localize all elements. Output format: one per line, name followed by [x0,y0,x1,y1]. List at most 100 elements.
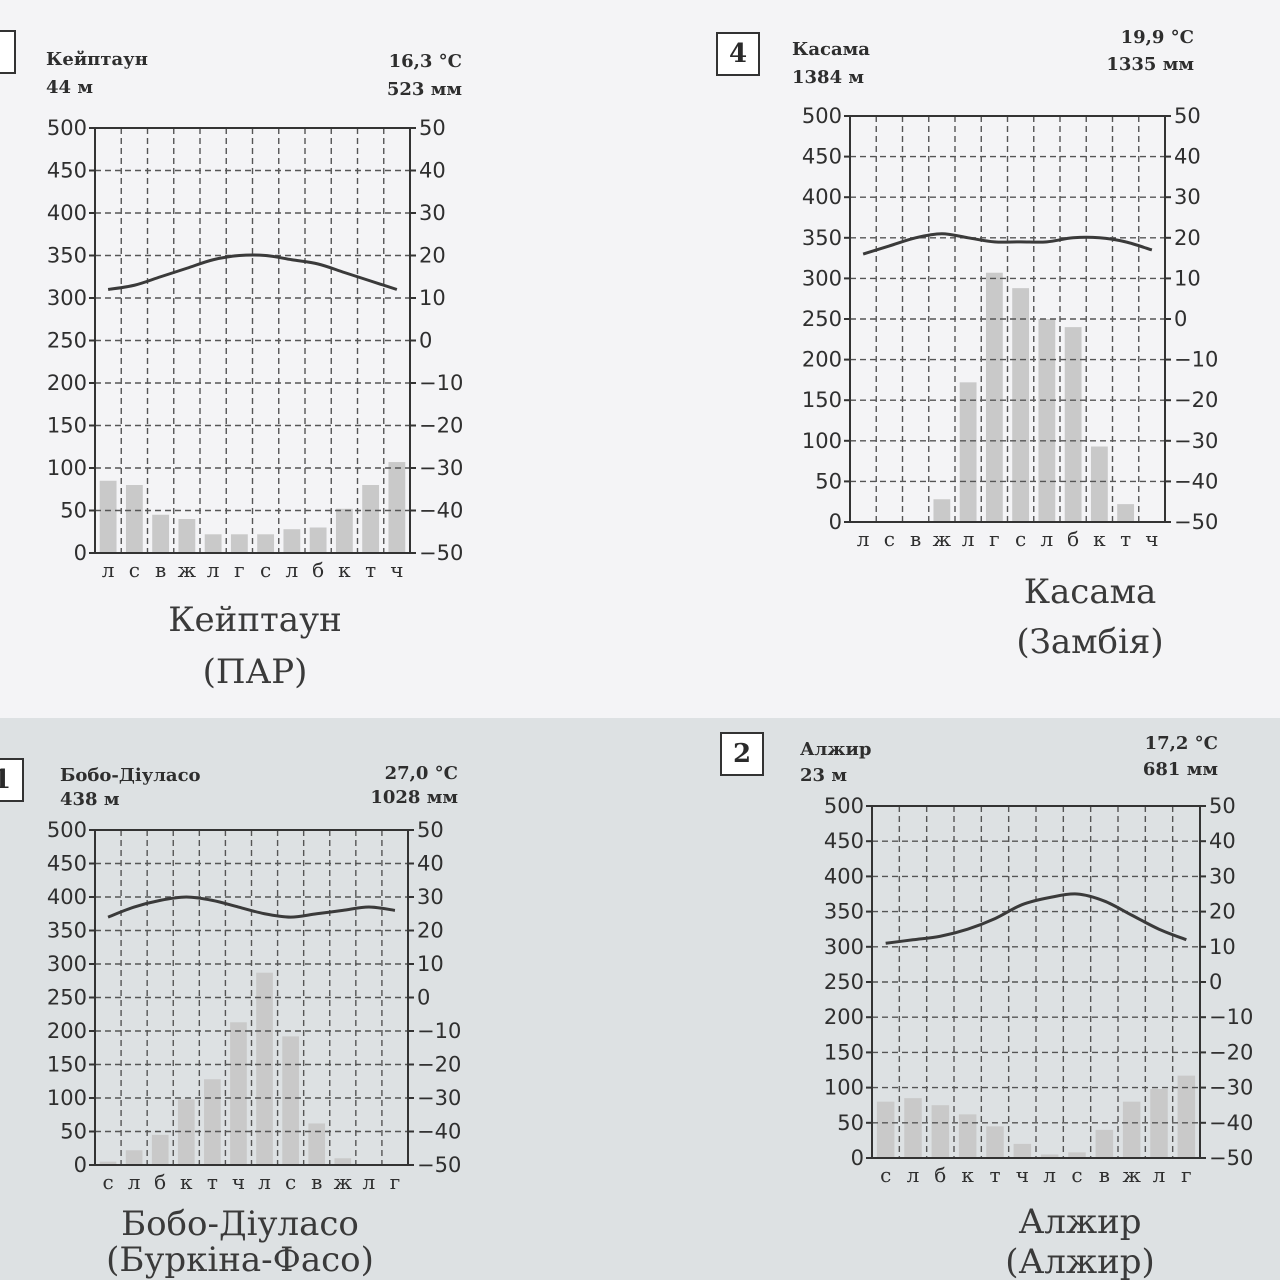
temp-tick-label: 40 [1209,829,1236,853]
mean-temperature: 17,2 °C [1144,733,1218,754]
precip-tick-label: 150 [47,1053,87,1077]
month-label: л [207,558,220,582]
precip-bar [152,514,170,553]
precip-tick-label: 450 [47,159,87,183]
month-label: г [234,558,244,582]
precip-bar [1177,1075,1196,1158]
month-label: ч [232,1170,245,1194]
precip-bar [1012,288,1030,522]
caption-country: (Замбія) [1016,622,1164,662]
month-label: б [1067,527,1079,551]
temp-tick-label: −10 [1209,1005,1253,1029]
month-label: л [1041,527,1054,551]
temp-tick-label: 20 [419,244,446,268]
month-label: л [363,1170,376,1194]
station-elevation: 23 м [800,765,847,786]
temp-tick-label: 50 [417,818,444,842]
month-label: с [260,558,271,582]
precip-tick-label: 500 [802,104,842,128]
month-label: л [857,527,870,551]
temperature-axis: −50 −40 −30 −20 −10 0 10 20 30 40 50 [410,116,463,565]
chart-number-box: 2 [720,732,764,776]
precip-bar [282,1036,299,1165]
precip-tick-label: 150 [47,414,87,438]
precip-bars [933,272,1135,522]
precip-tick-label: 50 [815,469,842,493]
temp-tick-label: −20 [417,1053,461,1077]
month-label: г [1181,1163,1191,1187]
precip-tick-label: 50 [60,499,87,523]
precip-tick-label: 250 [47,329,87,353]
precip-tick-label: 500 [47,818,87,842]
chart-number-box: 1 [0,758,24,802]
station-name: Бобо-Діуласо [60,765,201,786]
precip-bars [99,462,406,553]
temp-tick-label: 40 [1174,145,1201,169]
month-label: б [312,558,324,582]
temp-tick-label: 50 [419,116,446,140]
temp-tick-label: −50 [417,1153,461,1177]
month-label: л [102,558,115,582]
annual-precipitation: 1335 мм [1106,54,1194,75]
precip-tick-label: 400 [47,885,87,909]
month-label: в [1099,1163,1110,1187]
precip-bar [256,972,273,1165]
precip-bar [230,534,248,553]
precip-bar [283,529,301,553]
precip-bar [933,499,951,522]
temp-tick-label: 10 [1209,935,1236,959]
chart-grid [95,128,410,553]
precip-tick-label: 450 [802,145,842,169]
temp-tick-label: −20 [1209,1040,1253,1064]
station-name: Алжир [800,739,872,760]
precip-bar [904,1098,922,1158]
month-label: к [1093,527,1106,551]
precip-tick-label: 400 [802,185,842,209]
precip-bar [958,1114,977,1158]
annual-precipitation: 681 мм [1142,759,1218,780]
precip-tick-label: 200 [47,371,87,395]
temp-tick-label: 30 [1174,185,1201,209]
precip-bars [876,1075,1196,1158]
climate-chart-svg: 050100150200250300350400450500−50−40−30−… [802,104,1218,551]
temp-tick-label: 0 [1174,307,1187,331]
temp-tick-label: 20 [417,919,444,943]
month-label: ж [334,1170,353,1194]
temp-tick-label: −50 [1174,510,1218,534]
caption-city: Алжир [1018,1202,1142,1242]
precip-tick-label: 500 [824,794,864,818]
station-elevation: 1384 м [792,67,864,88]
climate-chart-kasama: 4 Касама 1384 м 19,9 °C 1335 мм 0 50 100 15… [640,0,1280,718]
temp-tick-label: −50 [1209,1146,1253,1170]
precip-tick-label: 400 [824,864,864,888]
precip-bar [204,534,222,553]
temp-tick-label: −10 [419,371,463,395]
temp-tick-label: 10 [1174,266,1201,290]
precip-bar [308,1123,326,1165]
temp-tick-label: −40 [419,499,463,523]
temperature-curve [107,253,398,291]
month-label: б [154,1170,166,1194]
precip-bar [1150,1089,1168,1158]
temp-tick-label: −20 [419,414,463,438]
precip-bar [335,508,353,553]
month-label: л [907,1163,920,1187]
temp-tick-label: −30 [417,1086,461,1110]
precip-bar [985,272,1003,522]
month-label: в [311,1170,322,1194]
precip-tick-label: 450 [47,852,87,876]
month-label: с [1071,1163,1082,1187]
precip-bar [125,1150,143,1165]
month-label: т [989,1163,1000,1187]
precip-bar [230,1022,247,1165]
temp-tick-label: 30 [417,885,444,909]
temp-tick-label: 0 [417,986,430,1010]
precip-tick-label: 0 [851,1146,864,1170]
precip-axis: 0 50 100 150 200 250 300 350 400 450 500 [824,794,872,1170]
precip-tick-label: 0 [829,510,842,534]
precip-tick-label: 100 [47,456,87,480]
climate-chart-bobo-dioulasso: 1 Бобо-Діуласо 438 м 27,0 °C 1028 мм 0 50… [0,718,640,1280]
temp-tick-label: 0 [419,329,432,353]
month-label: л [962,527,975,551]
chart-number-box: 4 [716,32,760,76]
